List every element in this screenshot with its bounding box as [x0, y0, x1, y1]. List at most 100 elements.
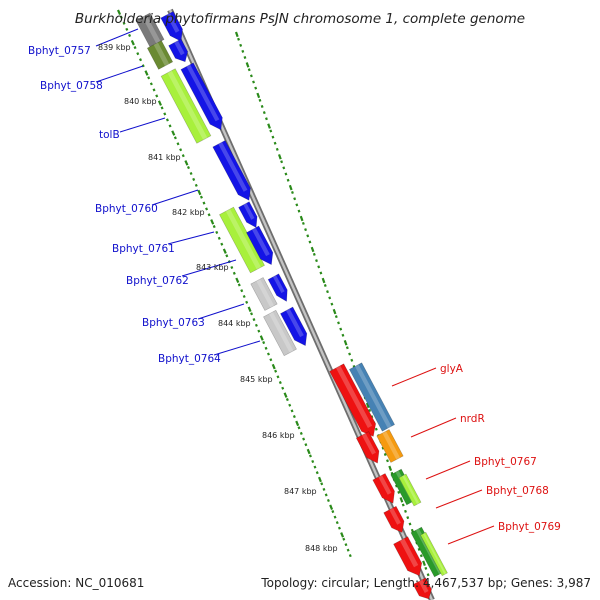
gene-bphyt-0761-blue[interactable] [238, 201, 258, 228]
tick-dot [284, 172, 288, 176]
tick-dot [381, 446, 385, 450]
tick-dot [326, 498, 330, 503]
left-gene-label[interactable]: Bphyt_0762 [126, 259, 237, 287]
gene-olive-segment[interactable] [146, 40, 174, 70]
tick-dot [337, 526, 341, 530]
tick-dot [312, 252, 316, 256]
gene-bphyt-0767[interactable] [372, 473, 395, 504]
gene-label-text[interactable]: Bphyt_0762 [126, 275, 189, 287]
gene-tail-red[interactable] [412, 577, 432, 600]
gene-bphyt-0769[interactable] [393, 536, 423, 577]
tick-dot [157, 100, 162, 106]
right-gene-label[interactable]: glyA [391, 363, 464, 387]
kbp-tick-label: 847 kbp [284, 487, 317, 496]
tick-dot [323, 283, 327, 287]
tick-dot [249, 74, 253, 78]
gene-label-text[interactable]: Bphyt_0767 [474, 456, 537, 468]
tick-dot [281, 386, 285, 390]
tick-dot [306, 234, 310, 238]
gene-label-text[interactable]: Bphyt_0757 [28, 45, 91, 57]
tick-dot [232, 271, 236, 275]
gene-bphyt-0758[interactable] [180, 62, 223, 131]
gene-nrdr-orange[interactable] [376, 429, 404, 463]
kbp-tick-label: 844 kbp [218, 319, 251, 328]
tick-dot [288, 184, 293, 191]
tick-dot [277, 154, 282, 160]
left-gene-label[interactable]: Bphyt_0761 [112, 231, 215, 255]
tick-dot [271, 135, 275, 139]
gene-arrow-body [168, 38, 189, 63]
gene-label-text[interactable]: Bphyt_0760 [95, 203, 158, 215]
tick-dot [149, 82, 153, 86]
gene-bphyt-0763[interactable] [263, 309, 297, 357]
tick-dot [304, 228, 307, 232]
gene-bphyt-0768[interactable] [383, 505, 405, 533]
right-gene-label[interactable]: nrdR [410, 413, 485, 438]
gene-label-text[interactable]: nrdR [460, 413, 485, 425]
tick-dot [295, 203, 299, 207]
right-gene-label[interactable]: Bphyt_0767 [425, 456, 537, 480]
gene-bphyt-0763-blue[interactable] [267, 273, 288, 302]
tick-dot [346, 548, 350, 552]
gene-glya[interactable] [329, 363, 376, 437]
gene-bphyt-0762-blue[interactable] [246, 225, 274, 266]
left-gene-label[interactable]: Bphyt_0764 [158, 340, 261, 365]
left-gene-label[interactable]: Bphyt_0758 [40, 65, 144, 92]
tick-dot [163, 112, 167, 116]
gene-bphyt-0757-blue[interactable] [160, 11, 183, 42]
tick-dot [237, 37, 240, 41]
tick-dot [141, 64, 145, 68]
tick-dot [237, 283, 241, 287]
gene-bphyt-0761[interactable] [219, 206, 265, 274]
gene-blue-small[interactable] [168, 38, 189, 63]
gene-arrow-body [348, 362, 396, 432]
tick-dot [348, 554, 352, 558]
tick-dot [334, 315, 338, 319]
tick-dot [333, 515, 337, 519]
gene-label-text[interactable]: glyA [440, 363, 464, 375]
tick-dot [152, 88, 156, 92]
tick-dot [269, 358, 273, 362]
gene-arrow-body [412, 577, 432, 600]
tick-dot [144, 70, 149, 76]
gene-glya-steel[interactable] [348, 362, 396, 432]
gene-label-text[interactable]: Bphyt_0758 [40, 80, 103, 92]
tick-dot [160, 106, 164, 110]
gene-label-text[interactable]: Bphyt_0763 [142, 317, 205, 329]
label-connector [167, 231, 215, 245]
gene-label-text[interactable]: Bphyt_0764 [158, 353, 221, 365]
right-gene-label[interactable]: Bphyt_0768 [435, 485, 549, 509]
gene-bphyt-0760[interactable] [212, 140, 251, 201]
gene-label-text[interactable]: Bphyt_0761 [112, 243, 175, 255]
gene-arrow-shine [142, 14, 161, 44]
gene-bphyt-0764[interactable] [280, 306, 308, 347]
gene-tolb[interactable] [160, 68, 212, 144]
gene-bphyt-0769-lime[interactable] [420, 531, 448, 577]
left-gene-label[interactable]: Bphyt_0763 [142, 303, 245, 329]
left-gene-label[interactable]: tolB [99, 117, 166, 141]
left-gene-label[interactable]: Bphyt_0760 [95, 189, 199, 215]
tick-dot [297, 426, 301, 430]
gene-nrdr[interactable] [355, 431, 380, 464]
label-connector [119, 117, 166, 133]
tick-dot [205, 207, 209, 211]
tick-dot [128, 33, 132, 38]
label-connector [151, 189, 199, 206]
tick-dot [320, 482, 324, 486]
gene-labels: Bphyt_0757 Bphyt_0758 tolB Bphyt_0760 Bphyt_… [28, 28, 561, 545]
gene-label-text[interactable]: Bphyt_0769 [498, 521, 561, 533]
gene-label-text[interactable]: Bphyt_0768 [486, 485, 549, 497]
gene-arrow-body [263, 309, 297, 357]
gene-label-text[interactable]: tolB [99, 129, 120, 141]
gene-bphyt-0767-lime[interactable] [398, 473, 422, 507]
tick-dot [247, 306, 252, 312]
tick-dot [212, 225, 216, 229]
tick-dot [243, 56, 247, 60]
gene-arrow-shine [402, 474, 420, 505]
tick-dot [245, 62, 250, 68]
right-gene-label[interactable]: Bphyt_0769 [447, 521, 561, 545]
gene-bphyt-0762[interactable] [250, 277, 278, 311]
left-gene-label[interactable]: Bphyt_0757 [28, 28, 139, 57]
tick-dot [266, 352, 270, 356]
